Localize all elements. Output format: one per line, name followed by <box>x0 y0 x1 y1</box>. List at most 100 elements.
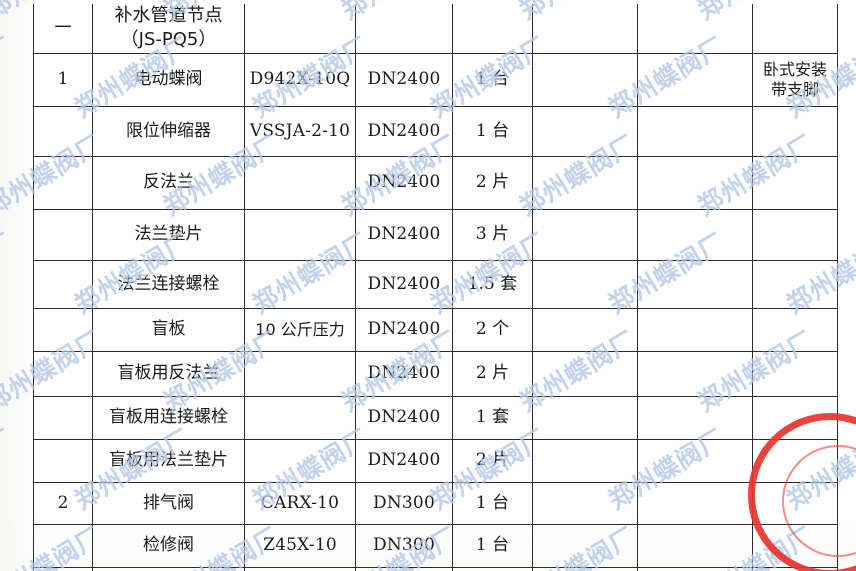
table-row: 盲板用法兰垫片 DN2400 2 片 <box>33 438 838 483</box>
cell-model <box>244 259 356 309</box>
cell-model: 10 公斤压力 <box>244 307 356 352</box>
cell-blank2 <box>637 259 753 309</box>
cell-blank2 <box>637 105 753 157</box>
cell-blank2 <box>637 155 753 210</box>
cell-name: 检修阀 <box>92 523 245 568</box>
cell-spec: DN2400 <box>355 155 453 210</box>
cell-no <box>33 395 93 440</box>
cell-blank1 <box>532 4 638 54</box>
cell-no <box>33 105 93 157</box>
cell-remark <box>752 523 838 568</box>
cell-name: 盲板用反法兰 <box>92 350 245 397</box>
cell-blank1 <box>532 395 638 440</box>
cell-remark <box>752 566 838 571</box>
cell-blank2 <box>637 481 753 525</box>
cell-model <box>244 395 356 440</box>
cell-model <box>244 4 356 54</box>
cell-blank2 <box>637 566 753 571</box>
cell-model: VSSJA-2-10 <box>244 105 356 157</box>
cell-name: 盲板用连接螺栓 <box>92 395 245 440</box>
cell-qty: 1 台 <box>452 481 533 525</box>
cell-blank2 <box>637 4 753 54</box>
cell-spec: DN2400 <box>355 52 453 107</box>
cell-spec: DN2400 <box>355 307 453 352</box>
cell-qty: 2 片 <box>452 350 533 397</box>
cell-spec: DN2400 <box>355 350 453 397</box>
cell-no <box>33 566 93 571</box>
cell-spec: DN2400 <box>355 438 453 483</box>
cell-blank1 <box>532 307 638 352</box>
cell-blank2 <box>637 307 753 352</box>
cell-blank2 <box>637 208 753 261</box>
table-row: 1 电动蝶阀 D942X-10Q DN2400 1 台 卧式安装 带支脚 <box>33 52 838 107</box>
cell-spec: DN2400 <box>355 208 453 261</box>
equipment-table-body: 一 补水管道节点 （JS-PQ5） 1 电动蝶阀 D942X <box>33 4 838 571</box>
cell-blank1 <box>532 438 638 483</box>
cell-spec <box>355 566 453 571</box>
cell-blank1 <box>532 105 638 157</box>
cell-remark <box>752 307 838 352</box>
cell-blank2 <box>637 395 753 440</box>
cell-blank2 <box>637 52 753 107</box>
cell-qty: 3 片 <box>452 208 533 261</box>
cell-name: 限位伸缩器 <box>92 105 245 157</box>
remark-line1: 卧式安装 <box>762 60 827 80</box>
cell-no <box>33 155 93 210</box>
cell-no: 2 <box>33 481 93 525</box>
cell-blank1 <box>532 155 638 210</box>
cell-model: Z45X-10 <box>244 523 356 568</box>
cell-qty: 1.5 套 <box>452 259 533 309</box>
remark-line2: 带支脚 <box>770 79 819 99</box>
cell-qty: 2 片 <box>452 438 533 483</box>
table-row: 2 排气阀 CARX-10 DN300 1 台 <box>33 481 838 525</box>
cell-no <box>33 523 93 568</box>
cell-remark <box>752 438 838 483</box>
table-row: 反法兰 DN2400 2 片 <box>33 155 838 210</box>
cell-no <box>33 438 93 483</box>
cell-blank1 <box>532 481 638 525</box>
cell-no: 一 <box>33 4 93 54</box>
cell-name: 盲板 <box>92 307 245 352</box>
cell-remark <box>752 208 838 261</box>
equipment-table: 一 补水管道节点 （JS-PQ5） 1 电动蝶阀 D942X <box>33 4 838 571</box>
watermark-text: 郑州蝶阀厂 <box>0 423 18 516</box>
table-row-partial <box>33 566 838 571</box>
table-row: 一 补水管道节点 （JS-PQ5） <box>33 4 838 54</box>
cell-name: 补水管道节点 （JS-PQ5） <box>92 4 245 54</box>
table-row: 盲板用反法兰 DN2400 2 片 <box>33 350 838 397</box>
watermark-text: 郑州蝶阀厂 <box>0 31 18 124</box>
cell-model: CARX-10 <box>244 481 356 525</box>
cell-qty: 1 台 <box>452 52 533 107</box>
cell-name <box>92 566 245 571</box>
cell-spec: DN300 <box>355 523 453 568</box>
cell-remark <box>752 105 838 157</box>
cell-model <box>244 566 356 571</box>
cell-no: 1 <box>33 52 93 107</box>
section-title-line2: （JS-PQ5） <box>120 29 217 51</box>
cell-no <box>33 208 93 261</box>
cell-blank1 <box>532 52 638 107</box>
cell-spec <box>355 4 453 54</box>
cell-spec: DN300 <box>355 481 453 525</box>
cell-name: 排气阀 <box>92 481 245 525</box>
cell-blank2 <box>637 523 753 568</box>
cell-qty: 2 个 <box>452 307 533 352</box>
cell-qty: 1 台 <box>452 105 533 157</box>
table-row: 盲板用连接螺栓 DN2400 1 套 <box>33 395 838 440</box>
cell-model <box>244 438 356 483</box>
cell-model <box>244 155 356 210</box>
cell-remark <box>752 4 838 54</box>
cell-qty: 1 套 <box>452 395 533 440</box>
table-row: 法兰连接螺栓 DN2400 1.5 套 <box>33 259 838 309</box>
cell-blank2 <box>637 438 753 483</box>
cell-remark <box>752 395 838 440</box>
cell-blank1 <box>532 523 638 568</box>
watermark-text: 郑州蝶阀厂 <box>0 227 18 320</box>
cell-blank1 <box>532 208 638 261</box>
cell-model: D942X-10Q <box>244 52 356 107</box>
table-row: 限位伸缩器 VSSJA-2-10 DN2400 1 台 <box>33 105 838 157</box>
equipment-table-wrap: 一 补水管道节点 （JS-PQ5） 1 电动蝶阀 D942X <box>33 4 838 571</box>
cell-no <box>33 307 93 352</box>
cell-name: 法兰垫片 <box>92 208 245 261</box>
